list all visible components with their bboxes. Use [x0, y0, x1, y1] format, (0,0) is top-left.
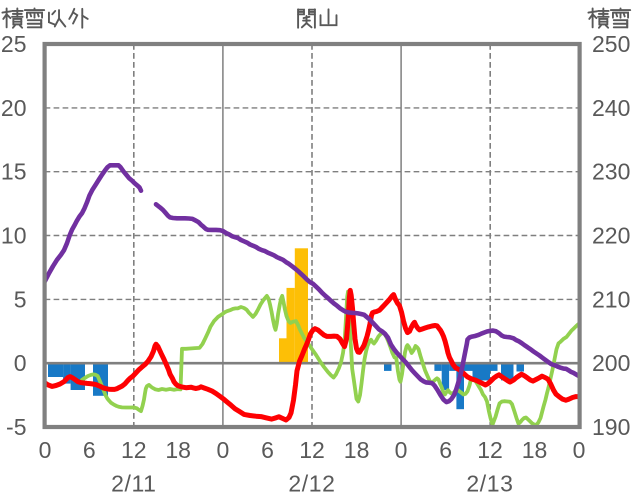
svg-text:2/13: 2/13 — [466, 471, 513, 497]
svg-text:200: 200 — [592, 350, 630, 376]
svg-text:15: 15 — [1, 159, 27, 185]
svg-text:2/12: 2/12 — [288, 471, 335, 497]
svg-text:0: 0 — [39, 437, 52, 463]
svg-text:250: 250 — [592, 31, 630, 57]
svg-text:10: 10 — [1, 223, 27, 249]
svg-text:210: 210 — [592, 286, 630, 312]
svg-text:25: 25 — [1, 31, 27, 57]
svg-text:6: 6 — [261, 437, 274, 463]
svg-text:-5: -5 — [6, 414, 26, 440]
svg-text:240: 240 — [592, 95, 630, 121]
svg-text:5: 5 — [14, 286, 27, 312]
svg-text:2/11: 2/11 — [111, 471, 156, 497]
svg-text:6: 6 — [83, 437, 96, 463]
svg-text:0: 0 — [395, 437, 408, 463]
svg-text:18: 18 — [344, 437, 370, 463]
svg-text:18: 18 — [165, 437, 191, 463]
svg-text:230: 230 — [592, 159, 630, 185]
svg-text:0: 0 — [14, 350, 27, 376]
svg-text:0: 0 — [573, 437, 586, 463]
svg-text:6: 6 — [439, 437, 452, 463]
svg-text:20: 20 — [1, 95, 27, 121]
svg-text:18: 18 — [522, 437, 548, 463]
svg-text:190: 190 — [592, 414, 630, 440]
svg-text:12: 12 — [299, 437, 325, 463]
svg-text:12: 12 — [477, 437, 503, 463]
svg-text:0: 0 — [217, 437, 230, 463]
svg-text:12: 12 — [121, 437, 147, 463]
svg-text:220: 220 — [592, 223, 630, 249]
